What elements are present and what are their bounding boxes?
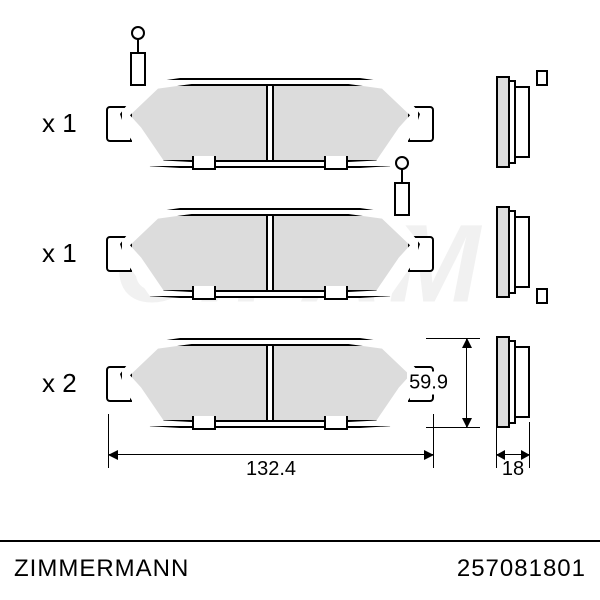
dimension-width: 132.4 bbox=[108, 440, 434, 468]
brake-pad-front-1 bbox=[120, 78, 420, 168]
brake-pad-front-2 bbox=[120, 208, 420, 298]
dimension-thickness: 18 bbox=[496, 444, 530, 474]
dimension-width-value: 132.4 bbox=[242, 458, 300, 481]
qty-label-2: x 1 bbox=[42, 238, 77, 269]
dimension-height: 59.9 bbox=[452, 338, 480, 428]
dimension-height-value: 59.9 bbox=[407, 372, 450, 395]
diagram-canvas: CIFAM x 1 x 1 x 2 bbox=[0, 0, 600, 600]
brand-label: ZIMMERMANN bbox=[14, 555, 189, 583]
brake-pad-front-3 bbox=[120, 338, 420, 428]
dimension-thickness-value: 18 bbox=[502, 458, 524, 481]
brake-pad-profile-2 bbox=[496, 206, 556, 298]
qty-label-1: x 1 bbox=[42, 108, 77, 139]
part-number-label: 257081801 bbox=[457, 555, 586, 583]
qty-label-3: x 2 bbox=[42, 368, 77, 399]
brake-pad-profile-1 bbox=[496, 76, 556, 168]
brake-pad-profile-3 bbox=[496, 336, 556, 428]
caption-bar: ZIMMERMANN 257081801 bbox=[0, 540, 600, 590]
